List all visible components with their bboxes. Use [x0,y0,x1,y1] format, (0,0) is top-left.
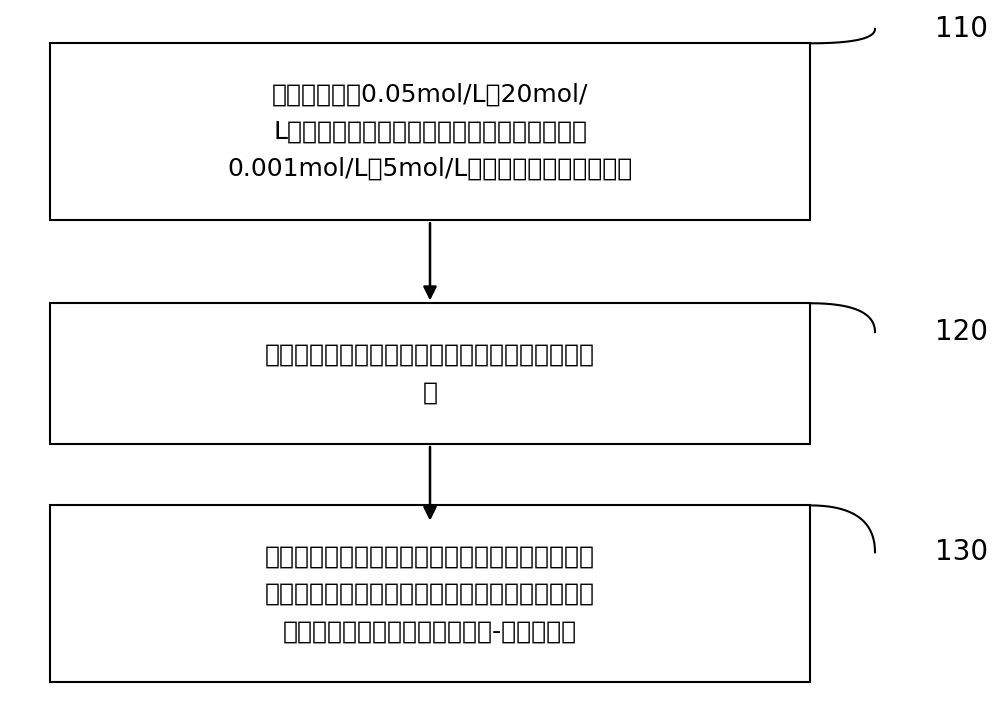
Text: 130: 130 [935,539,988,566]
Bar [50,43,810,220]
Text: 对前驱体溶液进行固化处理，使前驱体溶液固化，
在固态锂电池的电极与隔膜层之间构建聚酯类聚合
物固态电解质层，用以改善电极-隔膜层界面: 对前驱体溶液进行固化处理，使前驱体溶液固化， 在固态锂电池的电极与隔膜层之间构建… [265,544,595,643]
Bar [50,505,810,682]
Text: 120: 120 [935,318,988,346]
Text: 将摩尔浓度为0.05mol/L～20mol/
L的锂盐溶解在有机溶液中，并添加摩尔浓度为
0.001mol/L～5mol/L的引发剂形成前驱体溶液: 将摩尔浓度为0.05mol/L～20mol/ L的锂盐溶解在有机溶液中，并添加摩… [227,82,633,181]
Text: 110: 110 [935,15,988,43]
Text: 将前驱体溶液引入到固态锂电池的电极与隔膜层之
间: 将前驱体溶液引入到固态锂电池的电极与隔膜层之 间 [265,343,595,404]
Bar [50,303,810,444]
